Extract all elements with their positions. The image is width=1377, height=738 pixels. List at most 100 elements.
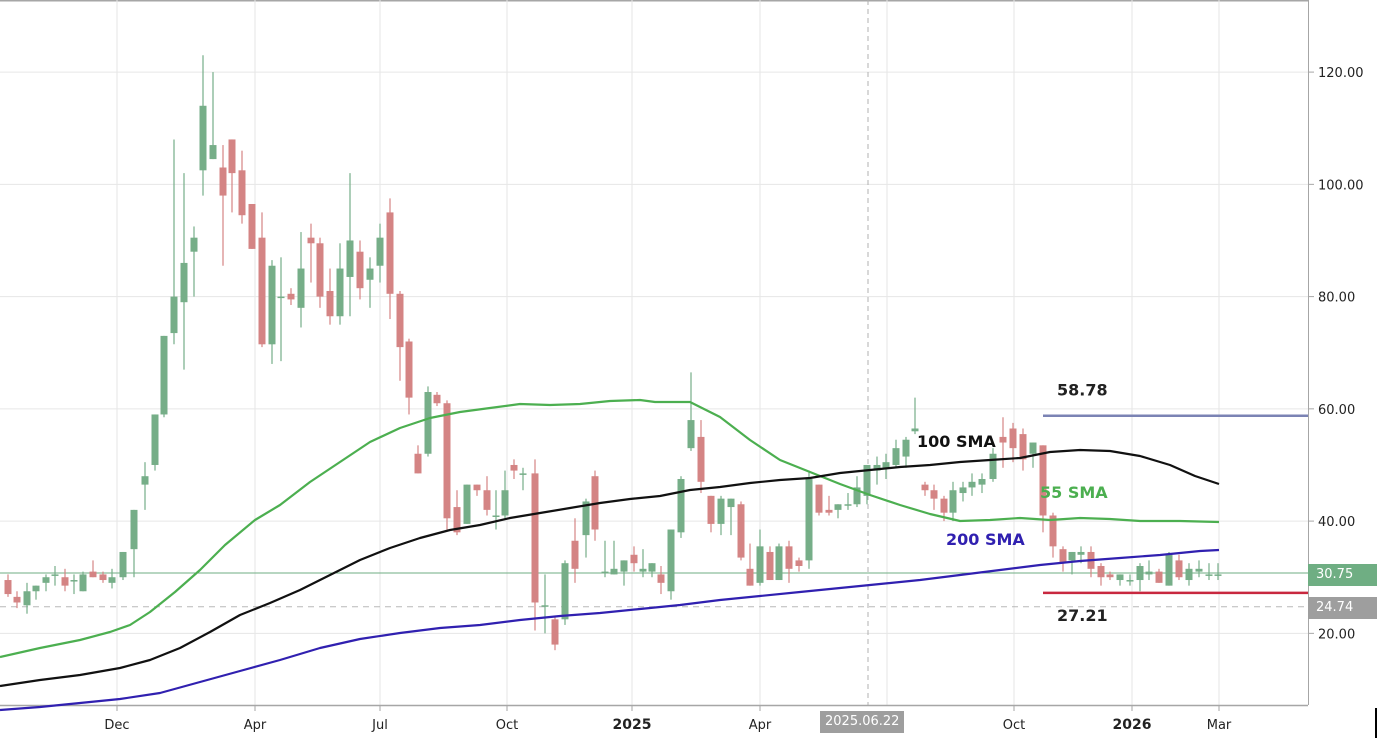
candle-up[interactable] [873, 456, 881, 485]
candle-up[interactable] [677, 476, 685, 538]
candle-up[interactable] [336, 243, 344, 325]
candle-up[interactable] [42, 574, 50, 592]
candle-down[interactable] [258, 212, 266, 348]
candle-up[interactable] [717, 495, 725, 536]
candle-down[interactable] [219, 145, 227, 266]
candle-up[interactable] [1214, 563, 1222, 581]
candle-down[interactable] [483, 476, 491, 516]
candle-up[interactable] [32, 585, 40, 600]
candle-up[interactable] [492, 490, 500, 530]
candle-down[interactable] [443, 400, 451, 530]
candle-up[interactable] [1126, 574, 1134, 586]
candle-up[interactable] [51, 566, 59, 586]
candle-up[interactable] [519, 467, 527, 491]
candle-down[interactable] [61, 568, 69, 592]
candle-up[interactable] [141, 462, 149, 510]
candle-up[interactable] [775, 543, 783, 581]
candle-down[interactable] [89, 560, 97, 578]
candle-down[interactable] [307, 223, 315, 283]
candle-up[interactable] [687, 372, 695, 451]
candle-down[interactable] [1097, 563, 1105, 586]
candle-up[interactable] [1165, 551, 1173, 586]
candle-down[interactable] [13, 591, 21, 609]
candle-down[interactable] [248, 203, 256, 249]
candle-up[interactable] [756, 529, 764, 586]
candle-up[interactable] [582, 498, 590, 558]
sma-line-200[interactable] [0, 548, 1220, 712]
candle-up[interactable] [1205, 563, 1213, 581]
candle-up[interactable] [902, 436, 910, 468]
candle-up[interactable] [1116, 574, 1124, 586]
candle-up[interactable] [180, 173, 188, 370]
candle-up[interactable] [70, 574, 78, 595]
candle-down[interactable] [473, 484, 481, 496]
candle-down[interactable] [571, 518, 579, 583]
candle-up[interactable] [130, 509, 138, 578]
candle-up[interactable] [882, 453, 890, 480]
candle-up[interactable] [1136, 563, 1144, 592]
candle-up[interactable] [376, 223, 384, 283]
candle-down[interactable] [1039, 445, 1047, 533]
candle-up[interactable] [366, 257, 374, 308]
candle-up[interactable] [978, 473, 986, 494]
candle-down[interactable] [396, 290, 404, 381]
candle-up[interactable] [108, 568, 116, 589]
candle-up[interactable] [23, 582, 31, 614]
candle-down[interactable] [551, 616, 559, 651]
candle-down[interactable] [99, 571, 107, 583]
candle-up[interactable] [959, 481, 967, 502]
candle-down[interactable] [1155, 568, 1163, 583]
candle-up[interactable] [601, 540, 609, 578]
candle-down[interactable] [591, 470, 599, 541]
candle-up[interactable] [424, 386, 432, 457]
candle-up[interactable] [79, 571, 87, 592]
candle-up[interactable] [297, 232, 305, 328]
candle-down[interactable] [746, 543, 754, 586]
candle-up[interactable] [199, 55, 207, 196]
candle-up[interactable] [610, 540, 618, 575]
candle-up[interactable] [911, 397, 919, 435]
candle-up[interactable] [1185, 563, 1193, 586]
candle-down[interactable] [326, 268, 334, 325]
sma-line-55[interactable] [0, 398, 1220, 659]
candle-up[interactable] [892, 439, 900, 468]
candle-up[interactable] [1195, 560, 1203, 578]
candle-down[interactable] [405, 338, 413, 415]
candle-down[interactable] [697, 420, 705, 494]
candle-up[interactable] [949, 481, 957, 522]
candle-down[interactable] [795, 557, 803, 572]
candle-down[interactable] [930, 484, 938, 510]
candle-down[interactable] [1009, 422, 1017, 463]
candle-up[interactable] [639, 549, 647, 578]
candle-down[interactable] [316, 237, 324, 308]
candle-up[interactable] [863, 464, 871, 505]
candle-down[interactable] [453, 490, 461, 536]
candle-up[interactable] [853, 476, 861, 508]
candle-up[interactable] [1145, 560, 1153, 581]
candle-down[interactable] [707, 495, 715, 533]
candle-up[interactable] [277, 257, 285, 362]
candle-down[interactable] [4, 574, 12, 597]
candle-up[interactable] [989, 448, 997, 482]
candle-down[interactable] [1019, 428, 1027, 471]
candle-up[interactable] [151, 414, 159, 471]
candle-up[interactable] [844, 493, 852, 510]
candle-down[interactable] [433, 392, 441, 407]
candle-up[interactable] [805, 470, 813, 569]
candle-up[interactable] [190, 226, 198, 297]
candle-down[interactable] [825, 495, 833, 516]
candle-down[interactable] [766, 546, 774, 581]
candle-up[interactable] [667, 529, 675, 600]
candle-down[interactable] [238, 150, 246, 224]
candle-up[interactable] [1068, 551, 1076, 575]
candle-down[interactable] [1175, 554, 1183, 581]
candle-down[interactable] [630, 546, 638, 572]
candle-up[interactable] [268, 260, 276, 364]
candle-down[interactable] [785, 540, 793, 583]
candle-down[interactable] [815, 484, 823, 516]
candle-up[interactable] [834, 504, 842, 519]
candle-down[interactable] [414, 445, 422, 474]
candle-up[interactable] [561, 560, 569, 625]
candle-up[interactable] [648, 563, 656, 578]
